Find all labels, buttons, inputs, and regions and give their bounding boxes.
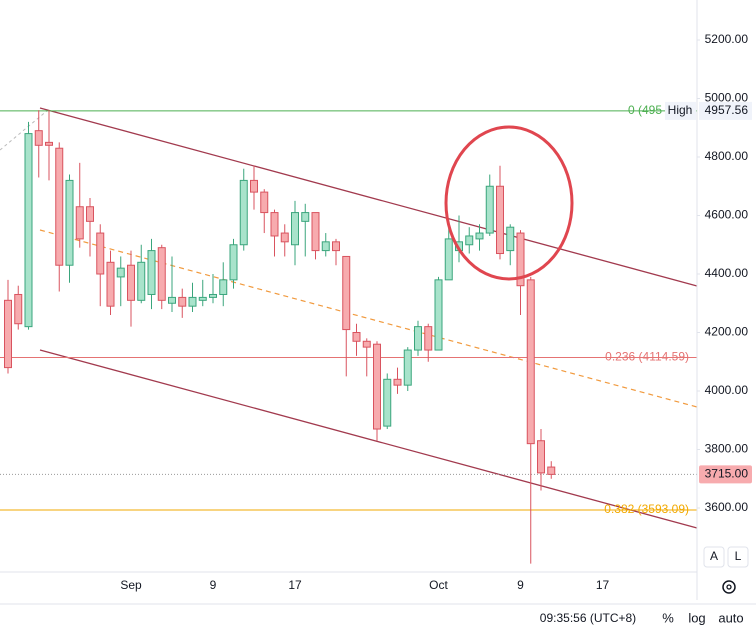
candle-body — [24, 133, 33, 328]
candle-body — [219, 279, 228, 295]
scale-button[interactable] — [703, 546, 725, 568]
gear-inner — [726, 584, 732, 590]
candle-body — [506, 226, 515, 252]
candle-body — [127, 264, 135, 301]
candle-body — [475, 232, 484, 240]
candle-body — [4, 299, 12, 369]
high-price-tag — [699, 101, 752, 120]
candle-body — [147, 250, 156, 295]
x-tick-label: 9 — [517, 578, 524, 592]
candle-body — [198, 296, 207, 301]
x-tick-label: 9 — [210, 578, 217, 592]
candle-body — [229, 244, 238, 281]
candle-body — [516, 232, 525, 287]
candle-body — [116, 267, 125, 278]
candle-body — [444, 238, 453, 281]
candle-body — [311, 212, 320, 252]
candle-body — [34, 130, 43, 146]
candle-body — [75, 206, 84, 240]
channel-lower — [39, 349, 698, 529]
candle-body — [393, 378, 402, 386]
candle-body — [65, 179, 74, 266]
channel-upper — [39, 107, 698, 287]
candle-body — [332, 241, 340, 252]
y-tick-label: 4000.00 — [705, 383, 749, 397]
y-tick-label: 3800.00 — [705, 442, 749, 456]
x-tick-label: 17 — [288, 578, 302, 592]
candle-body — [291, 212, 299, 246]
high-tag — [665, 101, 696, 120]
candle-body — [362, 340, 371, 348]
channel-mid — [39, 229, 698, 408]
candle-body — [383, 378, 392, 427]
candle-body — [55, 147, 64, 266]
fib-label: 0 (495 — [628, 103, 662, 117]
candle-body — [280, 232, 289, 243]
candle-body — [537, 440, 545, 474]
bottom-button[interactable]: log — [688, 610, 705, 625]
price-scale — [697, 0, 756, 572]
y-tick-label: 4800.00 — [705, 149, 749, 163]
candle-body — [250, 179, 258, 193]
candle-body — [465, 235, 474, 246]
gear-outer — [722, 580, 736, 594]
candle-body — [209, 293, 217, 298]
high-tag-label: High — [668, 103, 693, 117]
candle-body — [301, 212, 310, 222]
candle-body — [496, 185, 504, 255]
candle-body — [342, 255, 351, 331]
last-price-tag — [699, 465, 752, 484]
candle-body — [106, 261, 115, 307]
y-tick-label: 5200.00 — [705, 32, 749, 46]
candle-body — [485, 185, 494, 234]
candle-body — [373, 343, 381, 430]
y-tick-label: 3600.00 — [705, 500, 749, 514]
bottom-button[interactable]: % — [662, 610, 674, 625]
candle-body — [526, 279, 535, 445]
y-tick-label: 4400.00 — [705, 266, 749, 280]
fib-label: 0.236 (4114.59) — [605, 350, 689, 364]
candle-body — [86, 206, 94, 222]
settings-gear[interactable] — [722, 580, 736, 594]
candle-body — [157, 247, 166, 301]
highlight-circle — [444, 125, 574, 281]
fib-label: 0.382 (3593.09) — [604, 502, 689, 516]
candle-body — [188, 296, 197, 307]
candle-body — [178, 296, 187, 307]
candle-body — [96, 232, 105, 275]
bottom-button[interactable]: auto — [718, 610, 743, 625]
candle-body — [321, 241, 330, 252]
candle-body — [414, 326, 422, 351]
candle-body — [239, 179, 248, 246]
candle-body — [434, 279, 443, 351]
candle-body — [260, 191, 269, 214]
candle-body — [45, 141, 53, 146]
candle-body — [137, 261, 146, 301]
scale-button-label[interactable]: L — [735, 549, 742, 563]
clock: 09:35:56 (UTC+8) — [540, 611, 636, 625]
x-tick-label: Oct — [429, 578, 448, 592]
candle-body — [403, 349, 412, 386]
trend-ray — [0, 109, 49, 151]
last-price-label: 3715.00 — [705, 467, 749, 481]
y-tick-label: 5000.00 — [705, 91, 749, 105]
x-tick-label: Sep — [120, 578, 142, 592]
y-tick-label: 4600.00 — [705, 208, 749, 222]
candle-body — [270, 212, 279, 237]
high-price-label: 4957.56 — [705, 103, 749, 117]
candles — [4, 110, 556, 564]
scale-button-label[interactable]: A — [710, 549, 718, 563]
candle-body — [352, 332, 361, 342]
candle-body — [14, 293, 23, 325]
scale-button[interactable] — [727, 546, 749, 568]
candle-body — [424, 326, 433, 351]
candle-body — [547, 466, 556, 475]
x-tick-label: 17 — [596, 578, 610, 592]
candle-body — [168, 296, 176, 304]
y-tick-label: 4200.00 — [705, 325, 749, 339]
